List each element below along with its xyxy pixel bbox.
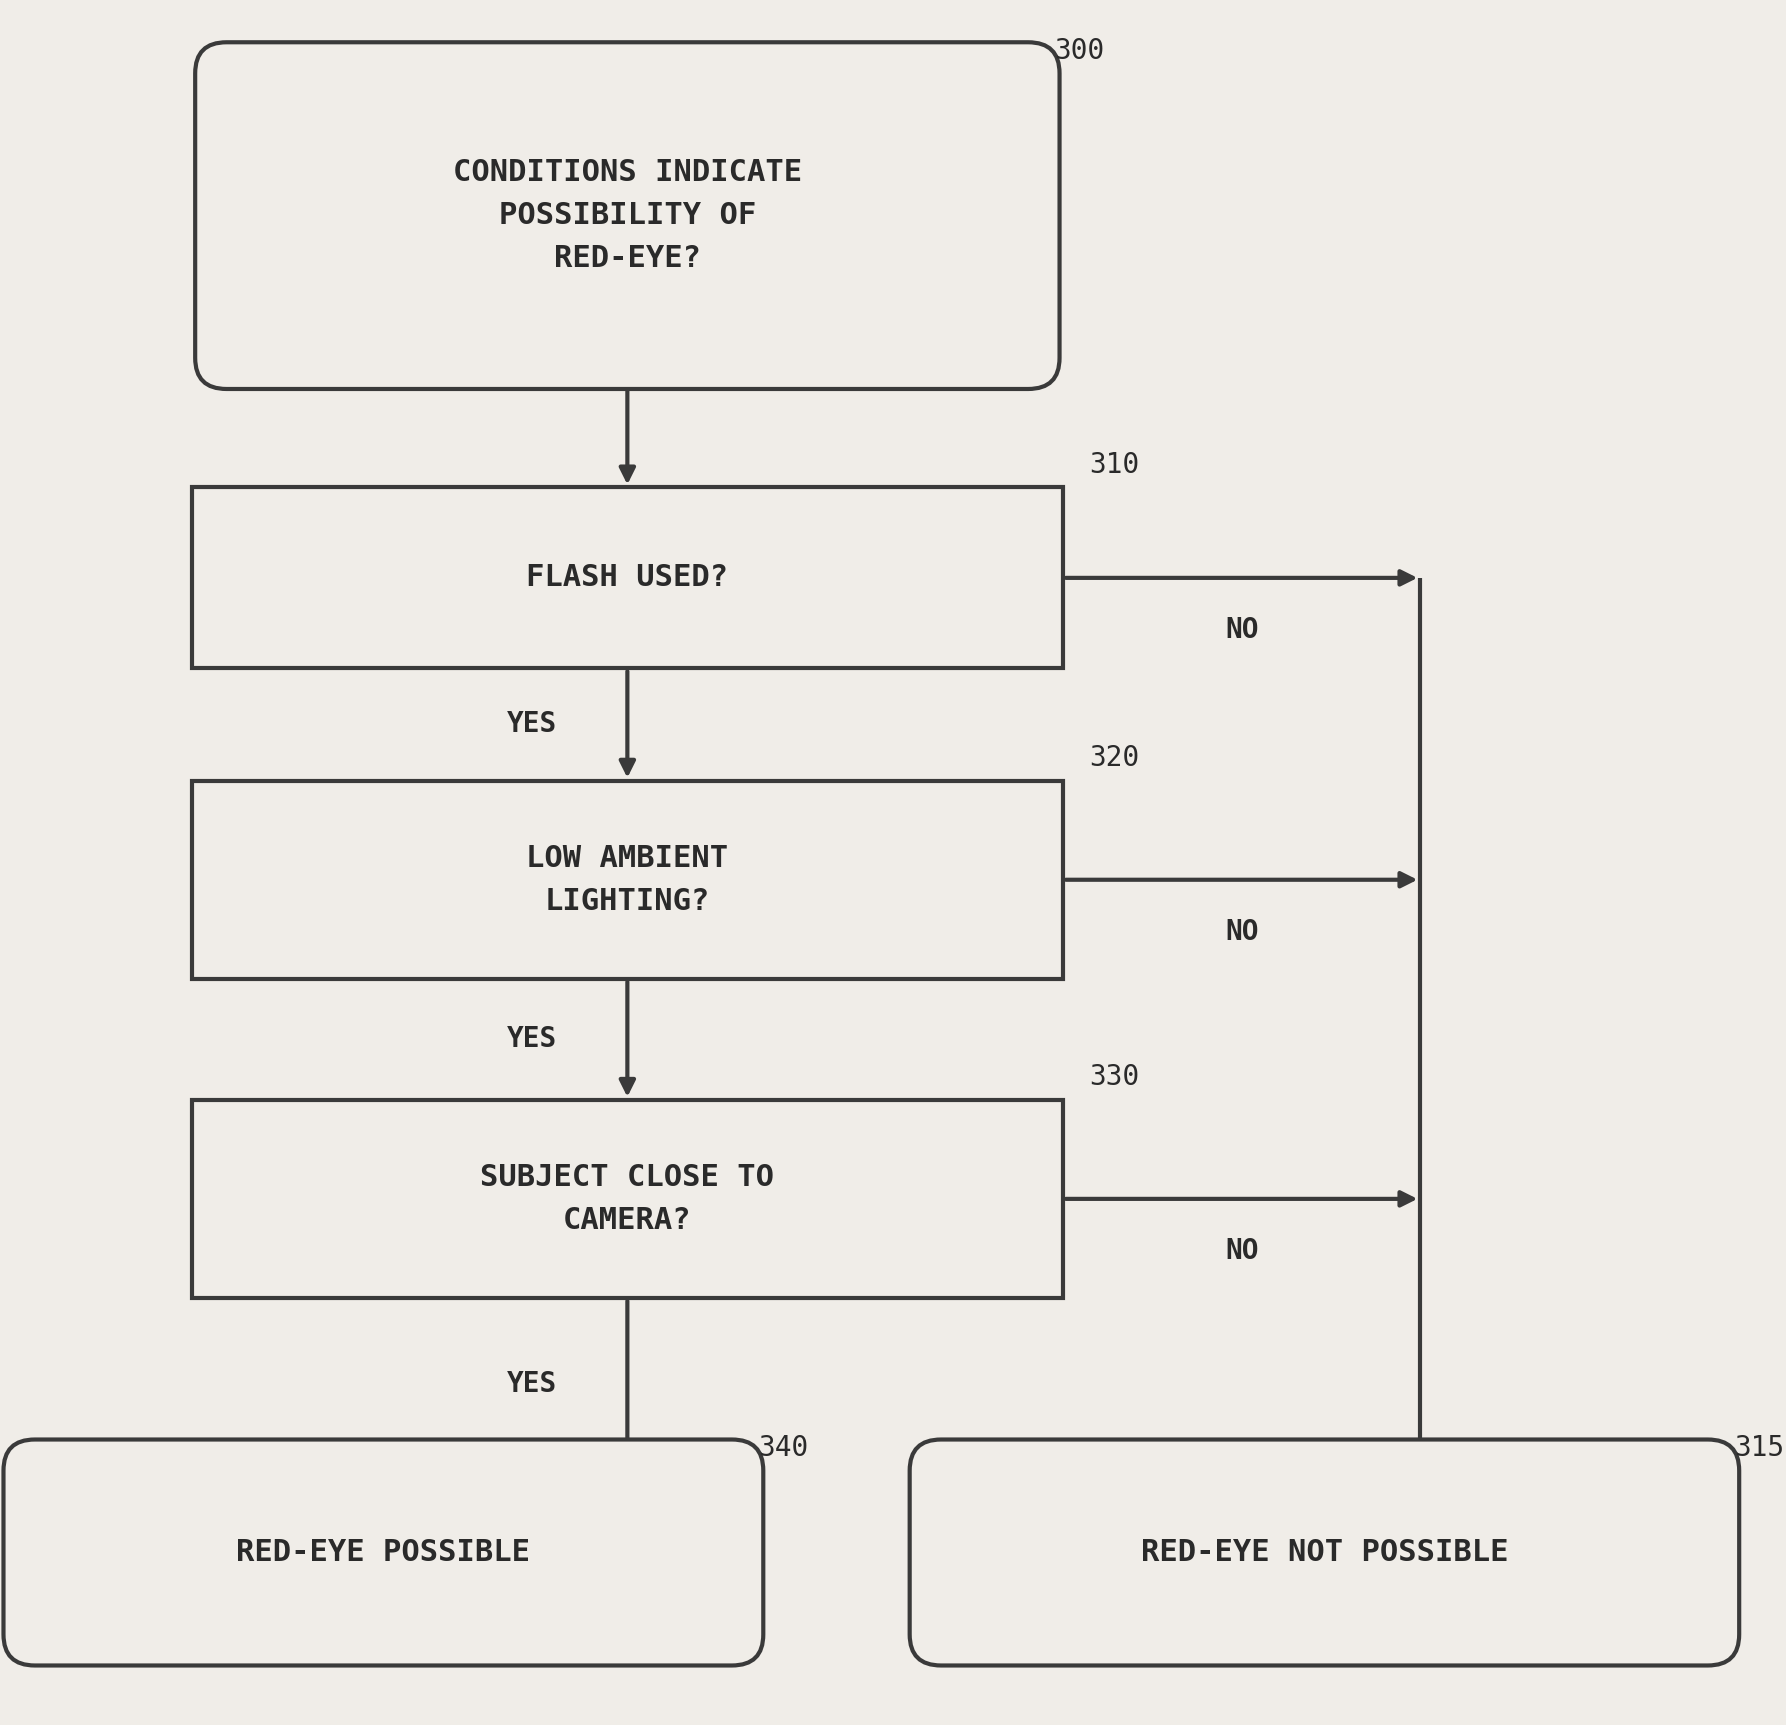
FancyBboxPatch shape xyxy=(191,780,1063,980)
Text: YES: YES xyxy=(507,711,557,738)
FancyBboxPatch shape xyxy=(191,486,1063,669)
Text: RED-EYE NOT POSSIBLE: RED-EYE NOT POSSIBLE xyxy=(1141,1539,1507,1566)
Text: 330: 330 xyxy=(1089,1063,1139,1092)
Text: 310: 310 xyxy=(1089,450,1139,478)
FancyBboxPatch shape xyxy=(4,1439,763,1666)
Text: LOW AMBIENT
LIGHTING?: LOW AMBIENT LIGHTING? xyxy=(527,844,729,916)
Text: FLASH USED?: FLASH USED? xyxy=(527,564,729,592)
FancyBboxPatch shape xyxy=(191,1101,1063,1297)
Text: NO: NO xyxy=(1225,616,1259,643)
FancyBboxPatch shape xyxy=(909,1439,1740,1666)
FancyBboxPatch shape xyxy=(195,43,1059,390)
Text: SUBJECT CLOSE TO
CAMERA?: SUBJECT CLOSE TO CAMERA? xyxy=(480,1163,775,1235)
Text: RED-EYE POSSIBLE: RED-EYE POSSIBLE xyxy=(236,1539,530,1566)
Text: YES: YES xyxy=(507,1025,557,1054)
Text: NO: NO xyxy=(1225,918,1259,945)
Text: CONDITIONS INDICATE
POSSIBILITY OF
RED-EYE?: CONDITIONS INDICATE POSSIBILITY OF RED-E… xyxy=(454,159,802,273)
Text: 340: 340 xyxy=(757,1433,809,1461)
Text: YES: YES xyxy=(507,1370,557,1399)
Text: 320: 320 xyxy=(1089,743,1139,773)
Text: 315: 315 xyxy=(1734,1433,1784,1461)
Text: NO: NO xyxy=(1225,1237,1259,1264)
Text: 300: 300 xyxy=(1054,36,1104,64)
